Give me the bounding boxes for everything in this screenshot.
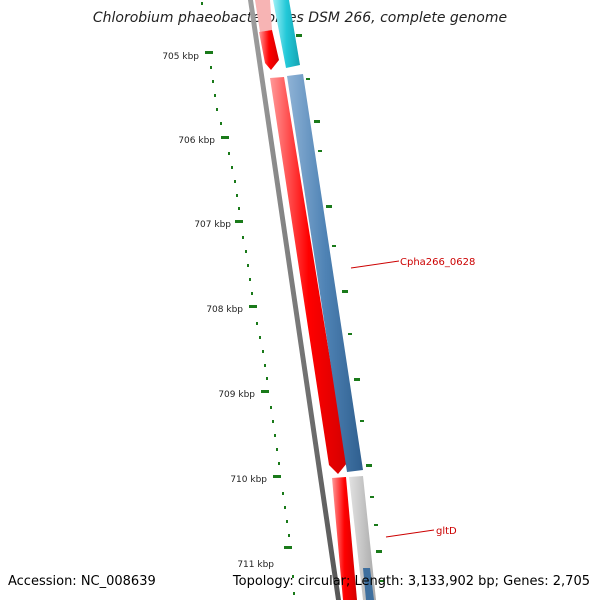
genome-backbone bbox=[248, 0, 341, 600]
ruler-major-ticks bbox=[205, 51, 292, 549]
tick-label: 709 kbp bbox=[218, 390, 255, 400]
map-title: Chlorobium phaeobacteroides DSM 266, com… bbox=[92, 10, 508, 26]
gene-blue-bottom[interactable] bbox=[363, 568, 374, 600]
tick-label: 711 kbp bbox=[237, 560, 274, 570]
tick-label: 705 kbp bbox=[162, 52, 199, 62]
gene-forward-bottom[interactable] bbox=[332, 477, 357, 600]
gene-label-cpha266-0628: Cpha266_0628 bbox=[400, 257, 475, 268]
callout-line bbox=[350, 260, 400, 269]
tick-label: 707 kbp bbox=[194, 220, 231, 230]
tick-label: 708 kbp bbox=[206, 305, 243, 315]
accession-text: Accession: NC_008639 bbox=[8, 574, 156, 589]
outer-ticks bbox=[296, 34, 384, 582]
ruler-labels: 705 kbp 706 kbp 707 kbp 708 kbp 709 kbp … bbox=[162, 52, 274, 570]
gene-callouts: Cpha266_0628 gltD bbox=[350, 257, 475, 538]
gene-label-gltd: gltD bbox=[436, 526, 457, 537]
gene-blue-main[interactable] bbox=[287, 74, 363, 472]
callout-line bbox=[385, 529, 435, 538]
genome-summary-text: Topology: circular; Length: 3,133,902 bp… bbox=[232, 574, 590, 589]
gene-cyan[interactable] bbox=[273, 0, 300, 68]
tick-label: 710 kbp bbox=[230, 475, 267, 485]
gene-forward-arrow-top[interactable] bbox=[259, 30, 279, 70]
ruler-dots bbox=[201, 2, 295, 595]
tick-label: 706 kbp bbox=[178, 136, 215, 146]
gene-forward-main[interactable] bbox=[270, 77, 347, 474]
gene-forward-top[interactable] bbox=[255, 0, 272, 32]
